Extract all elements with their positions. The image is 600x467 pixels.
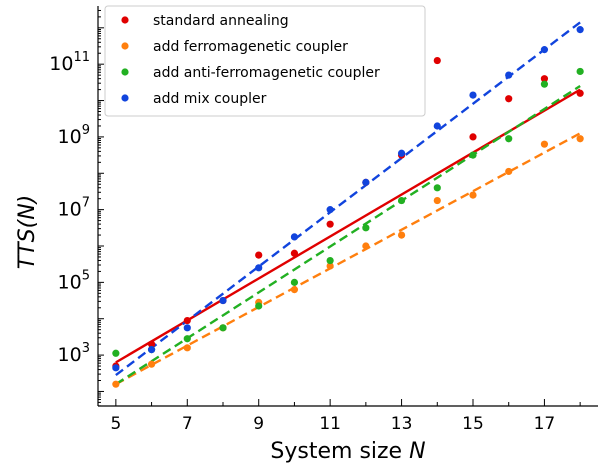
data-point-series-4 xyxy=(112,364,120,372)
data-point-series-4 xyxy=(326,206,334,214)
data-point-series-2 xyxy=(326,262,334,270)
data-point-series-1 xyxy=(540,75,549,83)
data-point-series-2 xyxy=(147,360,156,368)
legend-box xyxy=(104,5,426,117)
legend-label: add anti-ferromagenetic coupler xyxy=(153,65,380,81)
x-tick-label: 5 xyxy=(110,414,121,434)
data-point-series-3 xyxy=(219,324,227,332)
legend-marker xyxy=(121,94,129,102)
legend-marker xyxy=(121,68,129,76)
data-point-series-3 xyxy=(540,80,549,88)
data-point-series-1 xyxy=(576,89,584,97)
x-tick-label: 17 xyxy=(534,414,556,434)
fit-line-series-2 xyxy=(115,132,581,386)
data-point-series-1 xyxy=(326,220,334,228)
data-point-series-2 xyxy=(112,380,120,388)
data-point-series-2 xyxy=(576,135,584,143)
y-tick-label: 1011 xyxy=(49,50,90,75)
x-tick-label: 15 xyxy=(462,414,484,434)
data-point-series-1 xyxy=(290,249,299,257)
data-point-series-3 xyxy=(576,67,584,76)
data-point-series-3 xyxy=(362,224,370,232)
data-point-series-4 xyxy=(183,324,191,332)
data-point-series-2 xyxy=(540,140,549,148)
data-point-series-4 xyxy=(469,91,477,99)
data-point-series-3 xyxy=(326,256,334,265)
data-point-series-2 xyxy=(290,286,299,294)
data-point-series-1 xyxy=(433,56,441,65)
y-tick-label: 103 xyxy=(58,341,90,366)
legend-label: add mix coupler xyxy=(153,91,267,107)
data-point-series-3 xyxy=(433,184,441,192)
data-point-series-4 xyxy=(362,178,370,186)
data-point-series-3 xyxy=(469,151,477,159)
data-point-series-1 xyxy=(469,133,477,141)
data-point-series-1 xyxy=(147,340,156,348)
fit-line-series-1 xyxy=(115,88,581,364)
axes: 5 7 9 11 13 15 17 103 105 107 109 1011 xyxy=(49,6,598,434)
data-point-series-4 xyxy=(505,71,513,79)
y-tick-label: 109 xyxy=(58,123,90,148)
fit-line-series-3 xyxy=(115,84,581,386)
data-point-series-4 xyxy=(540,46,549,54)
data-point-series-2 xyxy=(183,344,191,352)
data-point-series-3 xyxy=(397,196,406,205)
data-point-series-2 xyxy=(505,167,513,176)
data-point-series-4 xyxy=(255,264,263,272)
fit-lines xyxy=(115,21,581,386)
data-point-series-4 xyxy=(433,122,441,130)
x-tick-label: 13 xyxy=(391,414,413,434)
x-axis-title-var: N xyxy=(409,439,425,464)
legend-marker xyxy=(121,42,129,50)
data-point-series-3 xyxy=(183,335,191,343)
data-point-series-4 xyxy=(290,233,299,241)
x-axis-title-text: System size xyxy=(270,439,402,464)
data-point-series-2 xyxy=(362,242,370,250)
data-point-series-3 xyxy=(290,278,299,286)
data-point-series-2 xyxy=(433,196,441,205)
data-point-series-1 xyxy=(505,95,513,103)
data-point-series-4 xyxy=(219,296,227,305)
x-tick-label: 11 xyxy=(319,414,341,434)
data-point-series-4 xyxy=(576,26,584,34)
legend-label: add ferromagenetic coupler xyxy=(153,39,348,55)
data-point-series-2 xyxy=(469,191,477,199)
data-point-series-3 xyxy=(112,349,120,357)
y-tick-label: 105 xyxy=(58,268,90,293)
x-tick-label: 7 xyxy=(182,414,193,434)
y-tick-label: 107 xyxy=(58,196,90,221)
legend-marker xyxy=(121,16,129,24)
data-point-series-4 xyxy=(397,149,406,157)
x-tick-label: 9 xyxy=(253,414,264,434)
data-point-series-3 xyxy=(255,302,263,310)
x-axis-title: System size N xyxy=(270,439,425,464)
data-point-series-3 xyxy=(505,135,513,143)
data-point-series-1 xyxy=(183,316,191,325)
data-points xyxy=(112,26,584,388)
data-point-series-2 xyxy=(397,231,406,239)
y-axis-title: TTS(N) xyxy=(15,195,40,269)
legend-label: standard annealing xyxy=(153,13,289,29)
data-point-series-1 xyxy=(255,251,263,259)
data-point-series-4 xyxy=(147,346,156,354)
legend: standard annealing add ferromagenetic cou… xyxy=(104,5,426,117)
